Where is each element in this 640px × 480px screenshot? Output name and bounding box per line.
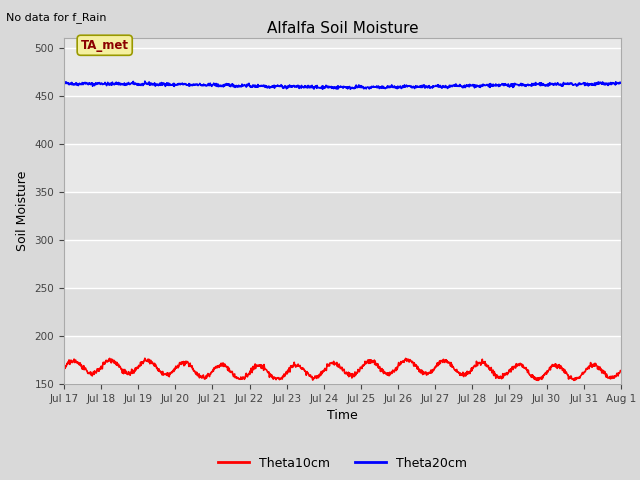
Text: TA_met: TA_met <box>81 39 129 52</box>
Bar <box>64 240 621 288</box>
Bar <box>64 144 621 192</box>
Y-axis label: Soil Moisture: Soil Moisture <box>16 171 29 252</box>
Bar <box>64 48 621 96</box>
X-axis label: Time: Time <box>327 409 358 422</box>
Bar <box>64 96 621 144</box>
Text: No data for f_Rain: No data for f_Rain <box>6 12 107 23</box>
Bar <box>64 192 621 240</box>
Title: Alfalfa Soil Moisture: Alfalfa Soil Moisture <box>267 21 418 36</box>
Legend: Theta10cm, Theta20cm: Theta10cm, Theta20cm <box>212 452 472 475</box>
Bar <box>64 288 621 336</box>
Bar <box>64 336 621 384</box>
